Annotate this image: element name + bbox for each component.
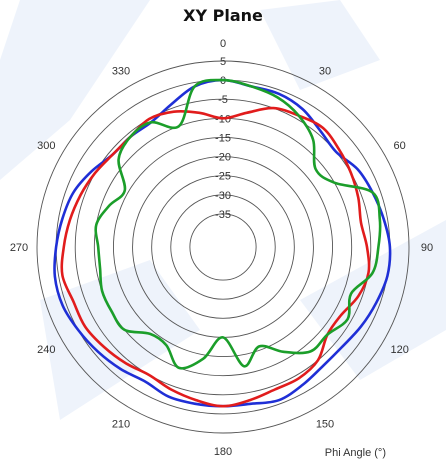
radial-tick-label: -25: [215, 171, 231, 183]
angle-tick-label: 0: [220, 38, 226, 50]
angle-tick-label: 270: [10, 242, 28, 254]
radial-tick-label: -35: [215, 209, 231, 221]
angle-tick-label: 120: [390, 344, 408, 356]
angle-tick-label: 240: [37, 344, 55, 356]
angle-tick-label: 300: [37, 140, 55, 152]
angle-tick-label: 60: [394, 140, 406, 152]
grid-ring: [190, 214, 256, 280]
chart-title: XY Plane: [183, 6, 263, 25]
angle-axis-title: Phi Angle (°): [325, 447, 386, 459]
angle-tick-label: 180: [214, 446, 232, 458]
angle-tick-label: 150: [316, 419, 334, 431]
angle-tick-label: 90: [421, 242, 433, 254]
grid-ring: [133, 157, 314, 338]
angle-tick-label: 210: [112, 419, 130, 431]
radial-tick-label: 5: [220, 56, 226, 68]
radial-tick-label: -5: [218, 94, 228, 106]
radial-tick-label: -15: [215, 132, 231, 144]
angle-tick-label: 330: [112, 65, 130, 77]
radial-tick-label: -30: [215, 190, 231, 202]
series-line-3: [96, 80, 380, 368]
grid-ring: [56, 80, 390, 414]
angle-tick-label: 30: [319, 65, 331, 77]
radial-tick-label: -20: [215, 152, 231, 164]
